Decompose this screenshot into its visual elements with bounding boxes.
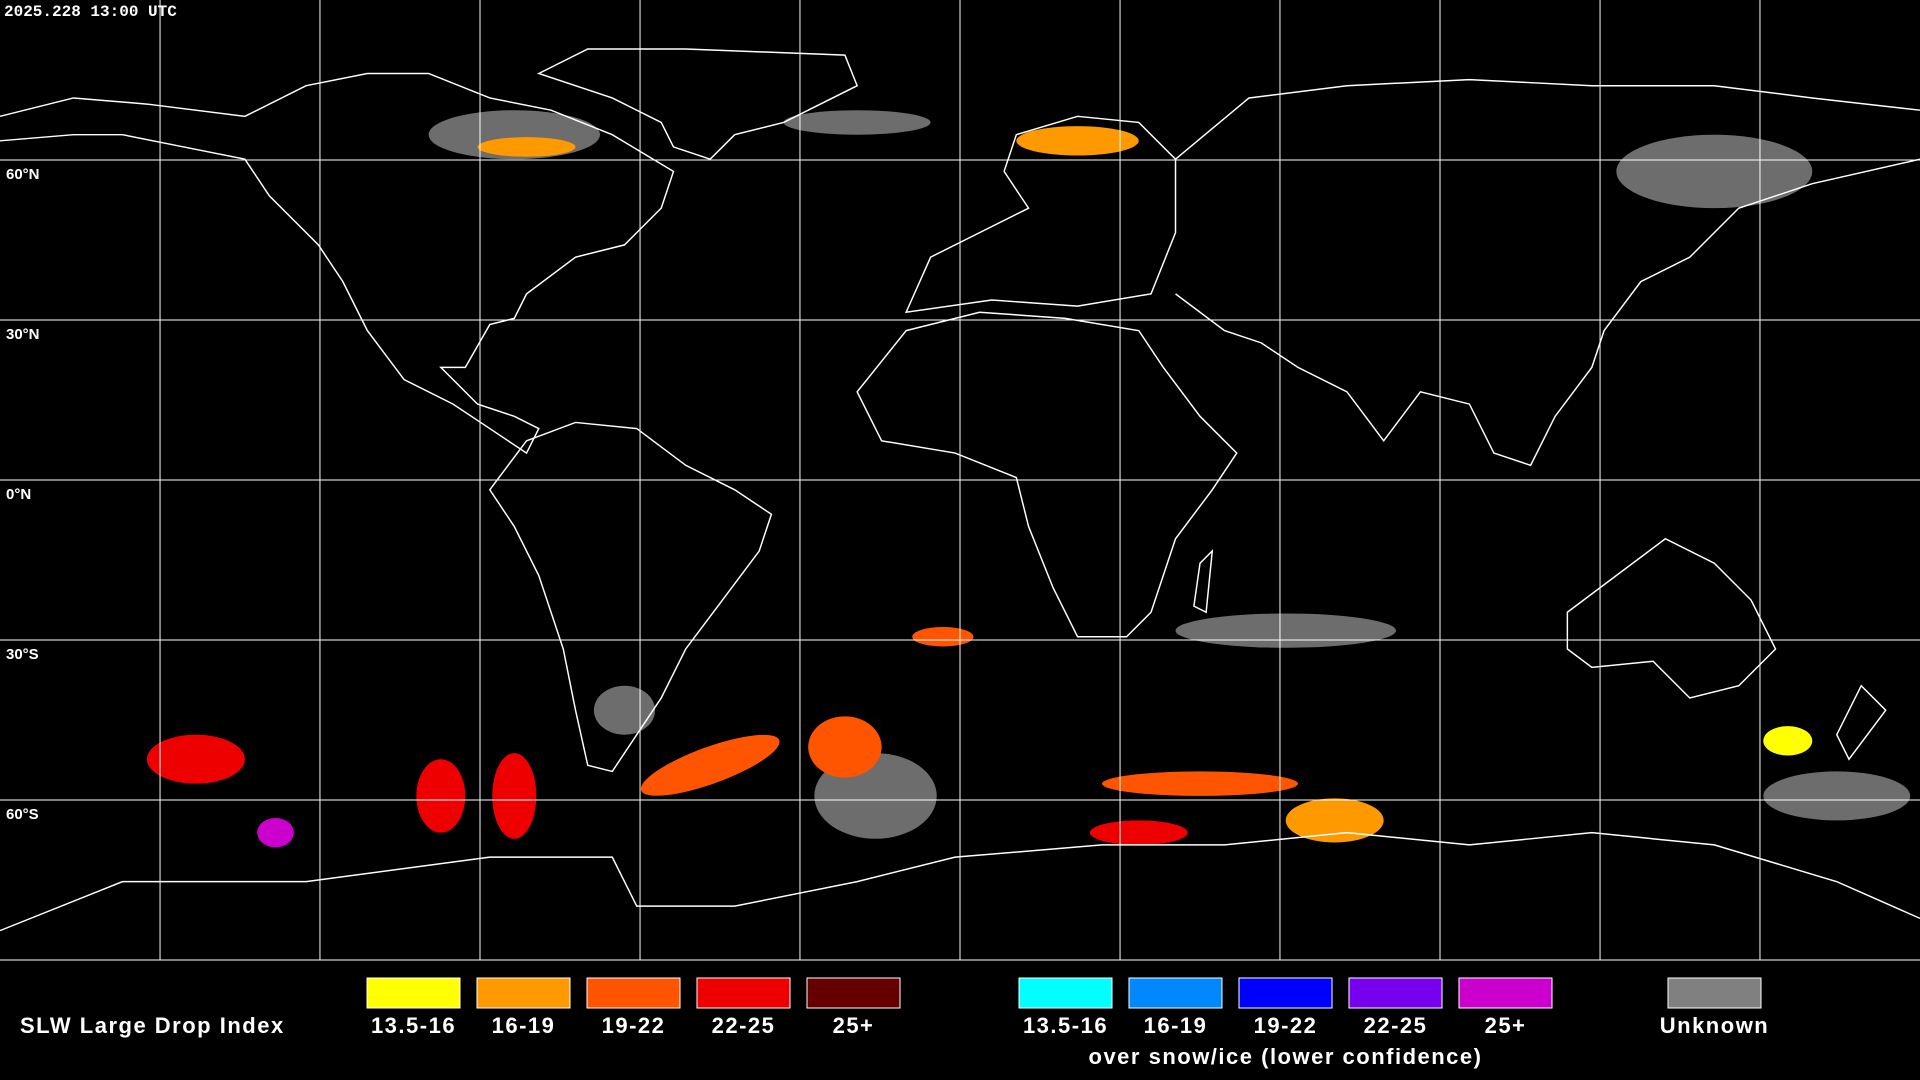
- legend-label: 25+: [833, 1013, 875, 1038]
- legend-swatch: [586, 977, 681, 1009]
- legend-label: 16-19: [492, 1013, 556, 1038]
- latitude-label: 60°S: [6, 806, 39, 823]
- coastlines: [0, 48, 1920, 932]
- latitude-label: 60°N: [6, 166, 40, 183]
- latitude-label: 30°N: [6, 326, 40, 343]
- legend-swatch: [1348, 977, 1443, 1009]
- legend-label: 19-22: [1254, 1013, 1318, 1038]
- legend-label: 19-22: [602, 1013, 666, 1038]
- legend-title: SLW Large Drop Index: [20, 1013, 285, 1038]
- legend-swatch: [366, 977, 461, 1009]
- legend-swatch: [1667, 977, 1762, 1009]
- legend-swatch: [1238, 977, 1333, 1009]
- legend-swatch: [806, 977, 901, 1009]
- latitude-label: 0°N: [6, 486, 31, 503]
- legend-swatch: [476, 977, 571, 1009]
- legend-swatch: [1458, 977, 1553, 1009]
- legend-label: 13.5-16: [371, 1013, 456, 1038]
- legend-caption: over snow/ice (lower confidence): [1089, 1044, 1483, 1069]
- legend-label: 25+: [1485, 1013, 1527, 1038]
- legend-swatch: [1128, 977, 1223, 1009]
- legend-label: Unknown: [1660, 1013, 1770, 1038]
- latitude-label: 30°S: [6, 646, 39, 663]
- graticule: [0, 0, 1920, 961]
- legend-label: 13.5-16: [1023, 1013, 1108, 1038]
- timestamp: 2025.228 13:00 UTC: [4, 3, 177, 21]
- legend-label: 22-25: [712, 1013, 776, 1038]
- legend-label: 22-25: [1364, 1013, 1428, 1038]
- drop-index-areas: [146, 126, 1813, 848]
- map: [0, 0, 1920, 961]
- legend-swatch: [696, 977, 791, 1009]
- legend-label: 16-19: [1144, 1013, 1208, 1038]
- legend-swatch: [1018, 977, 1113, 1009]
